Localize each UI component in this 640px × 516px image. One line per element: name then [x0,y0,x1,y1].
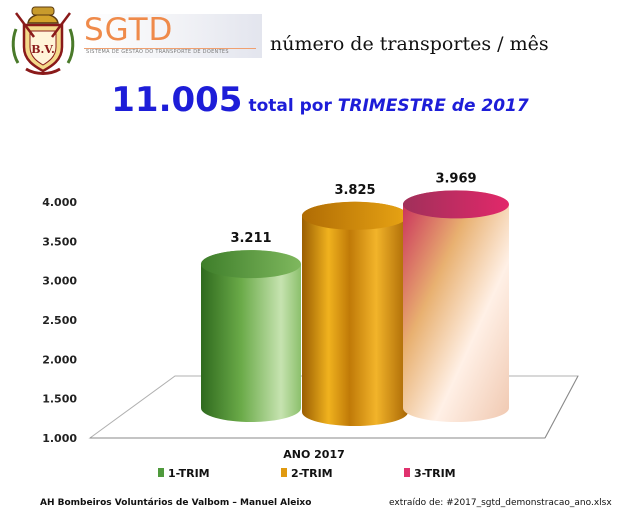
legend-swatch [158,468,164,477]
sgtd-logo: SGTD SISTEMA DE GESTÃO DO TRANSPORTE DE … [82,12,262,58]
page-heading: número de transportes / mês [270,33,549,55]
logo-rule [84,48,256,49]
total-label-emphasis: TRIMESTRE de 2017 [337,96,529,116]
bar-value-label: 3.969 [435,171,476,186]
legend-label: 1-TRIM [168,467,210,480]
footer-credit: AH Bombeiros Voluntários de Valbom – Man… [40,498,312,508]
bar-value-label: 3.825 [334,183,375,198]
y-tick-label: 3.000 [42,275,77,288]
legend-swatch [281,468,287,477]
y-tick-label: 4.000 [42,196,77,209]
legend-label: 3-TRIM [414,467,456,480]
bar-cylinder [201,250,301,422]
footer-source: extraído de: #2017_sgtd_demonstracao_ano… [389,498,612,508]
bar-cylinder-top [302,201,408,230]
total-summary: 11.005 total por TRIMESTRE de 2017 [0,80,640,120]
crest-letters: B.V. [31,43,55,56]
logo-subtitle: SISTEMA DE GESTÃO DO TRANSPORTE DE DOENT… [86,49,229,55]
bar-cylinder [302,201,408,426]
legend-swatch [404,468,410,477]
x-category-label: ANO 2017 [283,448,345,461]
y-tick-label: 2.000 [42,353,77,366]
bar-cylinder-top [201,250,301,279]
y-tick-label: 3.500 [42,235,77,248]
bar-value-label: 3.211 [230,231,271,246]
logo-wordmark: SGTD [84,12,174,48]
bar-cylinder [403,190,509,422]
bar-cylinder-top [403,190,509,219]
legend-label: 2-TRIM [291,467,333,480]
y-tick-label: 1.000 [42,432,77,445]
total-value: 11.005 [111,80,243,120]
crest-logo: B.V. [11,6,75,75]
total-label: total por TRIMESTRE de 2017 [248,96,528,116]
floor-edge [544,375,579,439]
y-tick-label: 2.500 [42,314,77,327]
total-label-prefix: total por [248,96,338,116]
y-tick-label: 1.500 [42,393,77,406]
